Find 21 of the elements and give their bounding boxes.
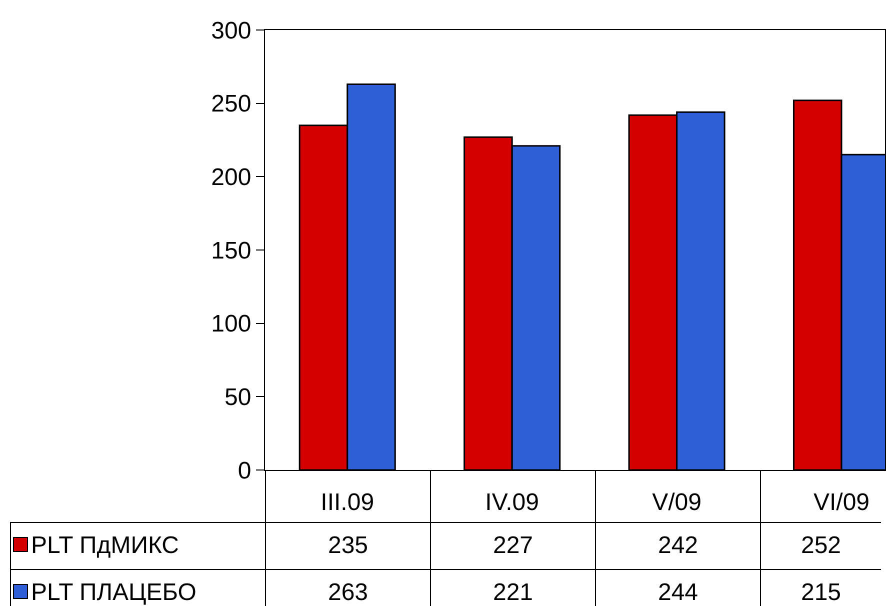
y-tick-label: 0 xyxy=(238,457,252,484)
x-tick-label: V/09 xyxy=(652,488,702,516)
data-label: 227 xyxy=(430,522,596,570)
legend-label: PLT ПдМИКС xyxy=(10,522,266,570)
data-label: 263 xyxy=(266,570,430,606)
y-tick-label: 300 xyxy=(211,17,252,44)
legend-label: PLT ПЛАЦЕБО xyxy=(10,570,266,606)
x-tick-label: III.09 xyxy=(320,488,374,516)
y-tick-label: 50 xyxy=(224,384,252,412)
y-tick-label: 150 xyxy=(211,237,252,264)
y-tick-label: 250 xyxy=(211,90,252,118)
x-tick-label: VI/09 xyxy=(813,488,870,516)
data-label: 244 xyxy=(596,570,760,606)
data-label: 215 xyxy=(760,570,881,606)
y-tick-label: 100 xyxy=(211,310,252,338)
data-label: 221 xyxy=(430,570,596,606)
y-tick-label: 200 xyxy=(211,164,252,192)
data-label: 235 xyxy=(266,522,430,570)
data-label: 242 xyxy=(596,522,760,570)
x-tick-label: IV.09 xyxy=(485,488,539,516)
data-label: 252 xyxy=(760,522,881,570)
